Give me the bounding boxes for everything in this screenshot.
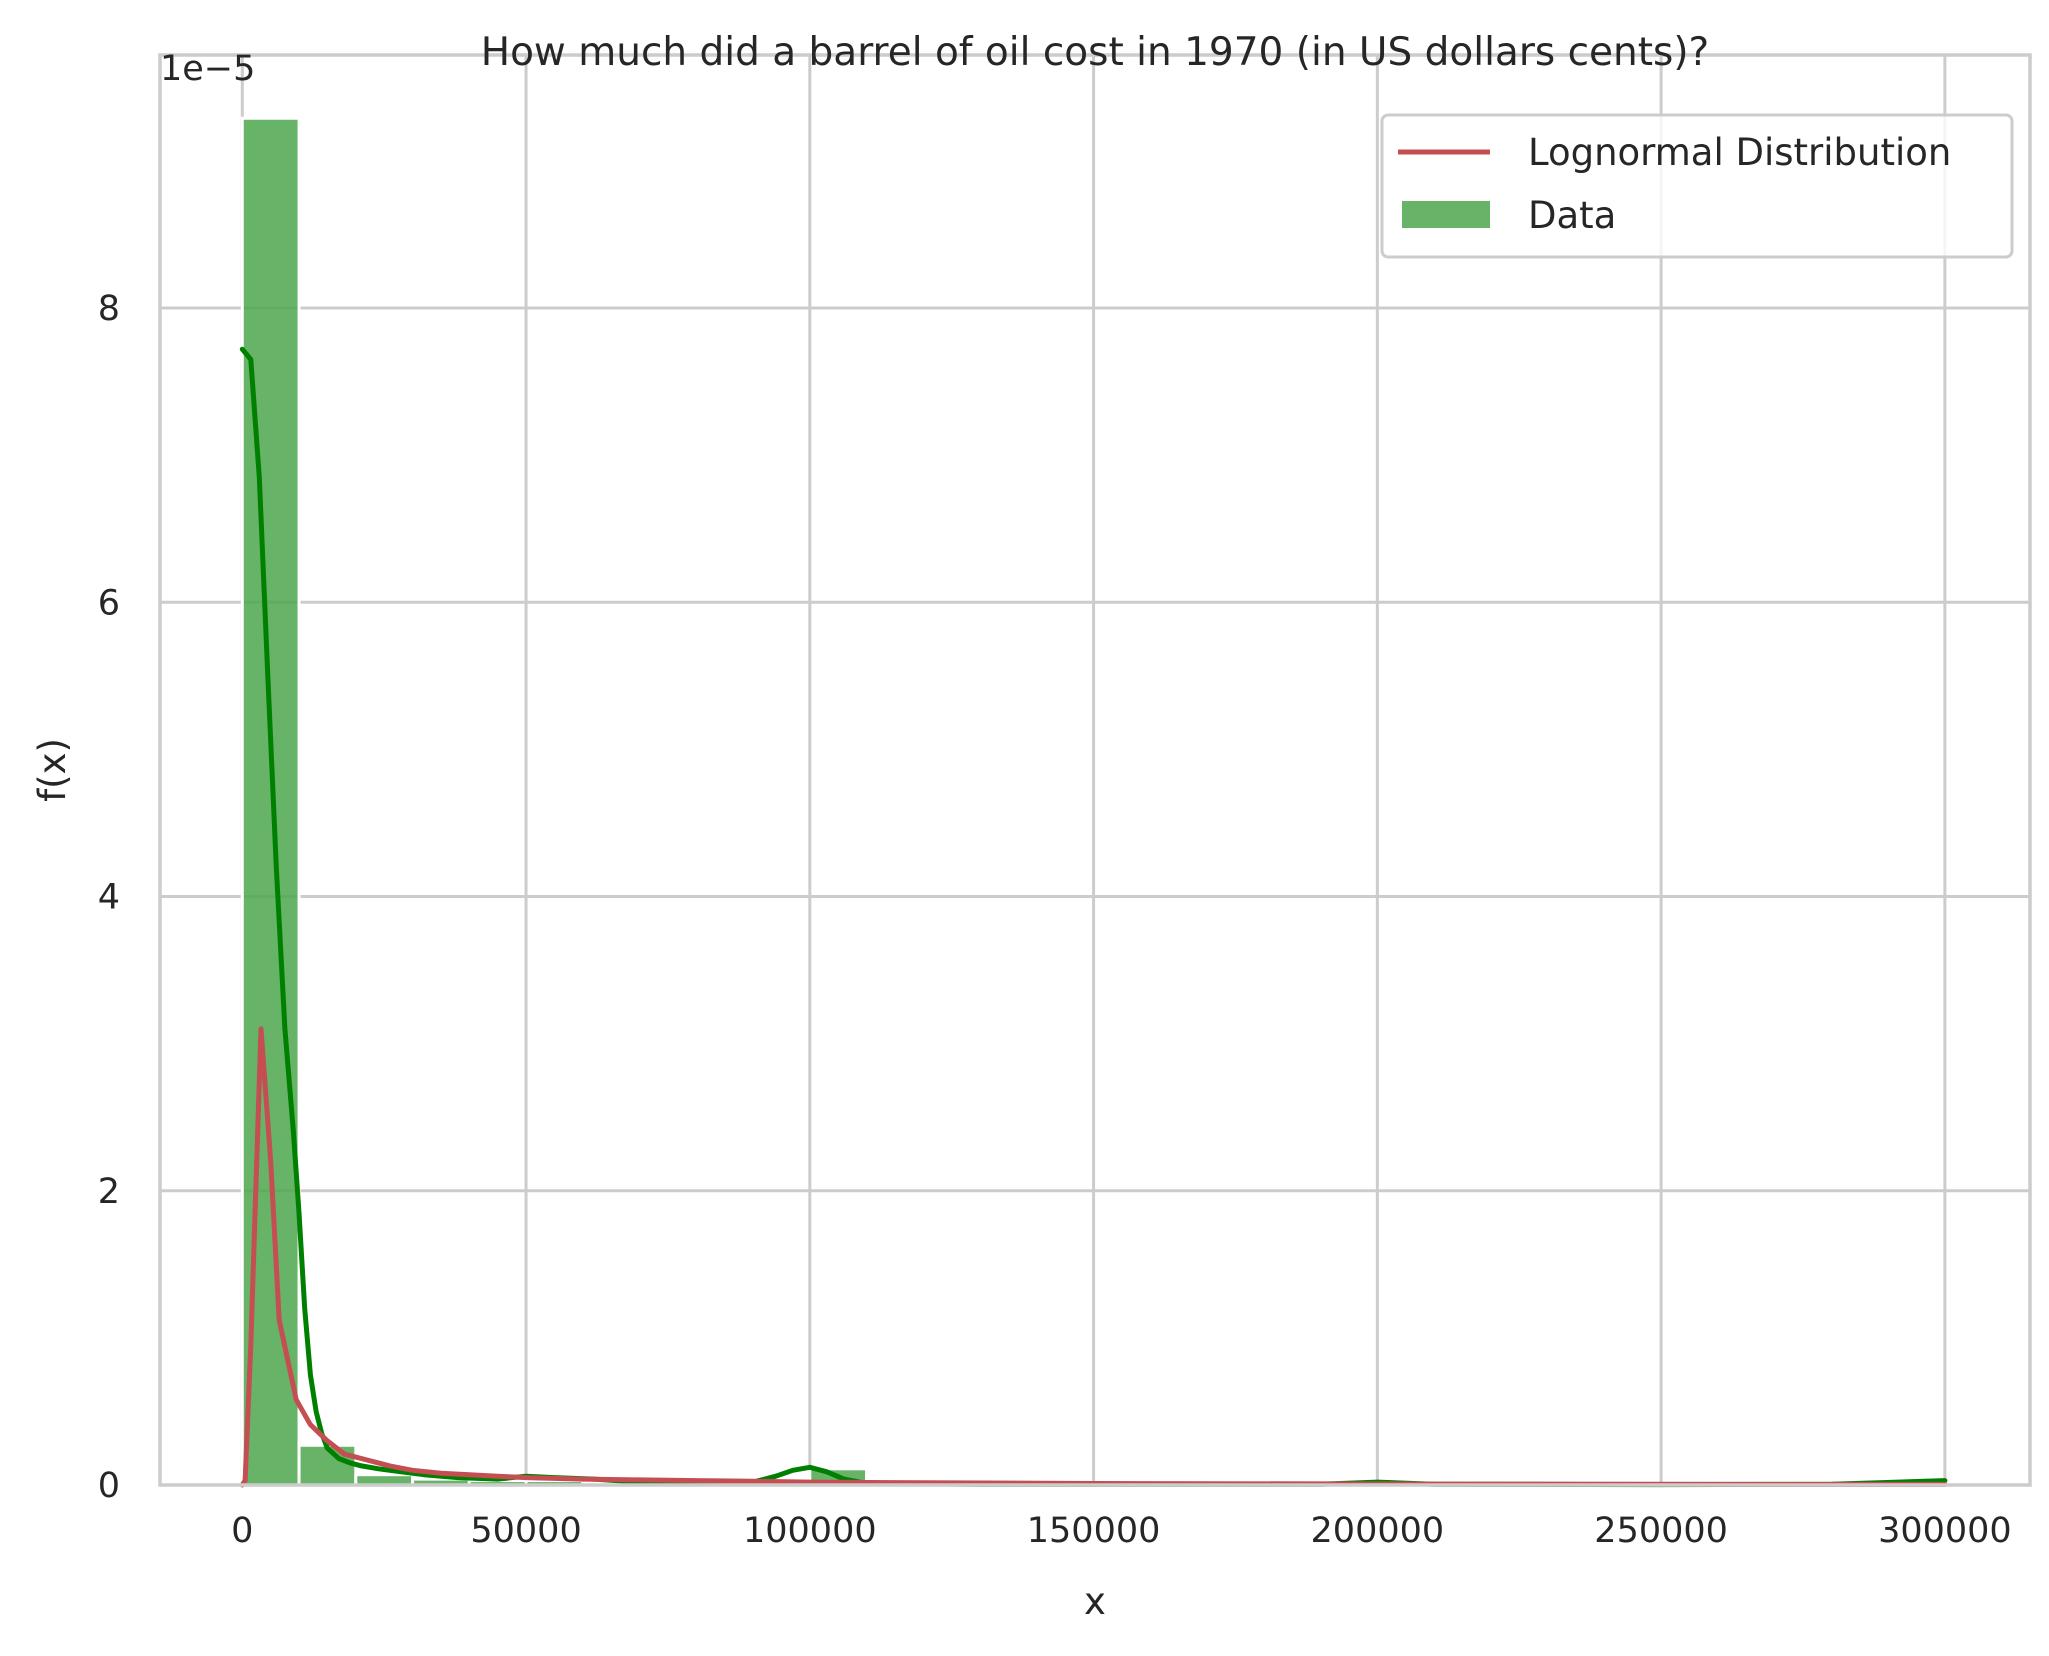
legend-data-swatch bbox=[1402, 201, 1490, 228]
y-tick-label: 8 bbox=[98, 289, 120, 329]
x-tick-label: 50000 bbox=[470, 1511, 581, 1551]
y-tick-label: 6 bbox=[98, 583, 120, 623]
x-tick-label: 0 bbox=[231, 1511, 253, 1551]
y-tick-labels: 0 2 4 6 8 bbox=[98, 289, 120, 1506]
x-tick-label: 100000 bbox=[743, 1511, 877, 1551]
x-tick-label: 300000 bbox=[1878, 1511, 2012, 1551]
axes-frame bbox=[158, 53, 2032, 1487]
legend: Lognormal Distribution Data bbox=[1380, 113, 2014, 259]
x-tick-labels: 0 50000 100000 150000 200000 250000 300000 bbox=[231, 1511, 2012, 1551]
y-tick-label: 0 bbox=[98, 1466, 120, 1506]
lognormal-curve bbox=[239, 1026, 1948, 1488]
legend-label-data: Data bbox=[1528, 194, 1616, 237]
x-axis-label: x bbox=[1084, 1580, 1106, 1623]
x-tick-label: 250000 bbox=[1594, 1511, 1728, 1551]
x-tick-label: 150000 bbox=[1027, 1511, 1161, 1551]
y-tick-label: 4 bbox=[98, 878, 120, 918]
y-tick-label: 2 bbox=[98, 1172, 120, 1212]
y-axis-label: f(x) bbox=[31, 738, 74, 802]
legend-label-lognormal: Lognormal Distribution bbox=[1528, 131, 1951, 174]
chart-title: How much did a barrel of oil cost in 197… bbox=[481, 30, 1710, 75]
legend-frame bbox=[1380, 113, 2014, 259]
x-tick-label: 200000 bbox=[1311, 1511, 1445, 1551]
y-axis-offset-label: 1e−5 bbox=[160, 49, 255, 89]
